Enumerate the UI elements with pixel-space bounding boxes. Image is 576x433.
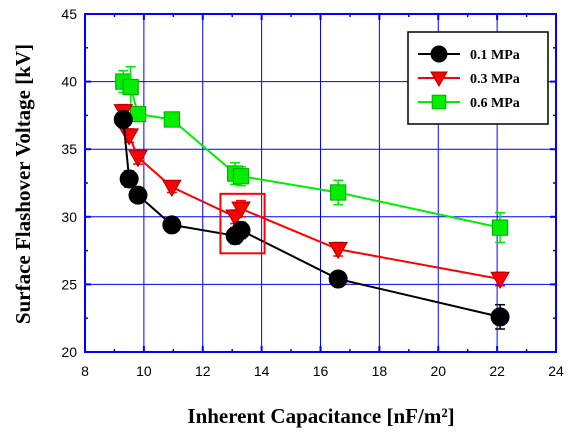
x-tick-label: 14 xyxy=(254,363,270,379)
legend-label: 0.6 MPa xyxy=(470,96,520,111)
legend-marker xyxy=(430,45,448,63)
x-tick-label: 12 xyxy=(195,363,211,379)
x-tick-label: 20 xyxy=(430,363,446,379)
y-tick-label: 25 xyxy=(61,276,77,292)
series-0-6-mpa xyxy=(115,65,509,244)
data-point xyxy=(163,111,180,128)
data-point xyxy=(330,184,347,201)
data-point xyxy=(122,78,139,96)
legend-label: 0.3 MPa xyxy=(470,72,520,87)
series-0-3-mpa xyxy=(113,103,510,289)
data-point xyxy=(232,168,250,185)
legend: 0.1 MPa 0.3 MPa 0.6 MPa xyxy=(407,31,549,125)
data-point xyxy=(128,150,148,168)
data-point xyxy=(161,179,182,198)
y-tick-label: 20 xyxy=(61,344,77,360)
data-point xyxy=(490,271,510,289)
x-tick-label: 22 xyxy=(489,363,505,379)
x-tick-label: 16 xyxy=(313,363,329,379)
data-point xyxy=(231,220,251,240)
data-point xyxy=(119,169,139,189)
y-tick-label: 35 xyxy=(61,141,77,157)
plot-area: 8 10 12 14 16 18 20 22 24 20 25 30 35 40 45 0.1 MPa 0.3 … xyxy=(61,6,564,379)
x-tick-label: 8 xyxy=(81,363,89,379)
series-line xyxy=(122,111,501,280)
data-point xyxy=(231,201,251,219)
data-point xyxy=(328,269,348,289)
data-point xyxy=(113,109,133,129)
y-tick-label: 30 xyxy=(61,209,77,225)
legend-label: 0.1 MPa xyxy=(470,48,520,63)
y-tick-label: 45 xyxy=(61,6,77,22)
x-tick-label: 24 xyxy=(548,363,564,379)
data-point xyxy=(119,128,140,146)
x-axis-title: Inherent Capacitance [nF/m²] xyxy=(187,404,454,428)
legend-marker xyxy=(430,71,448,88)
data-point xyxy=(490,307,510,327)
y-tick-label: 40 xyxy=(61,74,77,90)
legend-marker xyxy=(431,94,447,110)
highlight-rectangle xyxy=(219,192,266,255)
data-point xyxy=(491,219,509,236)
data-point xyxy=(162,215,182,235)
x-tick-label: 10 xyxy=(136,363,152,379)
y-axis-title: Surface Flashover Voltage [kV] xyxy=(11,44,35,324)
data-point xyxy=(328,241,349,260)
series-0-1-mpa xyxy=(113,109,510,330)
data-point xyxy=(128,185,148,205)
x-tick-label: 18 xyxy=(372,363,388,379)
